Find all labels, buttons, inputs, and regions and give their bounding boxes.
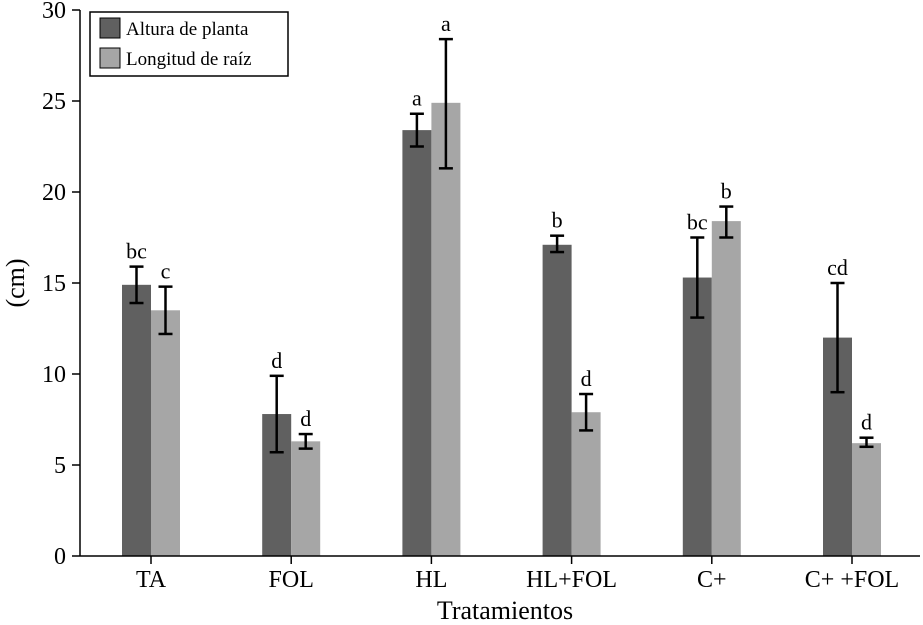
significance-label: b xyxy=(552,208,563,233)
legend-label-longitud: Longitud de raíz xyxy=(126,49,252,70)
bars-layer xyxy=(122,102,881,556)
x-tick-label: HL+FOL xyxy=(526,567,617,593)
x-tick-label: TA xyxy=(136,567,167,593)
significance-label: c xyxy=(161,259,171,284)
significance-label: a xyxy=(441,11,451,36)
bar xyxy=(542,244,572,556)
x-axis-ticks: TA FOL HL HL+FOL C+ C+ +FOL xyxy=(136,556,899,593)
y-tick-label: 5 xyxy=(54,453,66,479)
y-tick-label: 25 xyxy=(42,89,66,115)
bar xyxy=(711,221,741,556)
significance-label: d xyxy=(581,366,592,391)
x-tick-label: C+ +FOL xyxy=(805,567,899,593)
bar xyxy=(122,284,151,556)
y-tick-label: 10 xyxy=(42,362,66,388)
significance-label: b xyxy=(721,179,732,204)
x-tick-label: HL xyxy=(415,567,447,593)
significance-label: bc xyxy=(126,239,147,264)
legend-box xyxy=(89,11,289,77)
legend-swatch-longitud xyxy=(99,47,121,69)
significance-label: d xyxy=(861,410,872,435)
bar xyxy=(151,310,180,556)
legend-label-altura: Altura de planta xyxy=(126,19,249,40)
significance-label: cd xyxy=(827,255,848,280)
bar xyxy=(402,130,432,556)
y-tick-label: 30 xyxy=(42,0,66,24)
bar xyxy=(852,443,881,556)
bar xyxy=(571,412,601,556)
y-tick-label: 15 xyxy=(42,271,66,297)
legend-swatch-altura xyxy=(99,17,121,39)
significance-label: d xyxy=(271,348,282,373)
error-bars-layer xyxy=(129,37,874,454)
legend: Altura de planta Longitud de raíz xyxy=(89,11,289,77)
bar xyxy=(682,277,712,556)
x-tick-label: FOL xyxy=(269,567,314,593)
y-tick-label: 20 xyxy=(42,180,66,206)
x-axis-title: Tratamientos xyxy=(437,596,573,625)
y-axis-title: (cm) xyxy=(1,258,30,307)
bar xyxy=(291,441,321,556)
bar xyxy=(431,102,461,556)
significance-label: a xyxy=(412,86,422,111)
x-tick-label: C+ xyxy=(697,567,727,593)
y-tick-label: 0 xyxy=(54,544,66,570)
significance-label: bc xyxy=(687,210,708,235)
significance-label: d xyxy=(300,406,311,431)
y-axis-ticks: 0 5 10 15 20 25 30 xyxy=(42,0,80,570)
